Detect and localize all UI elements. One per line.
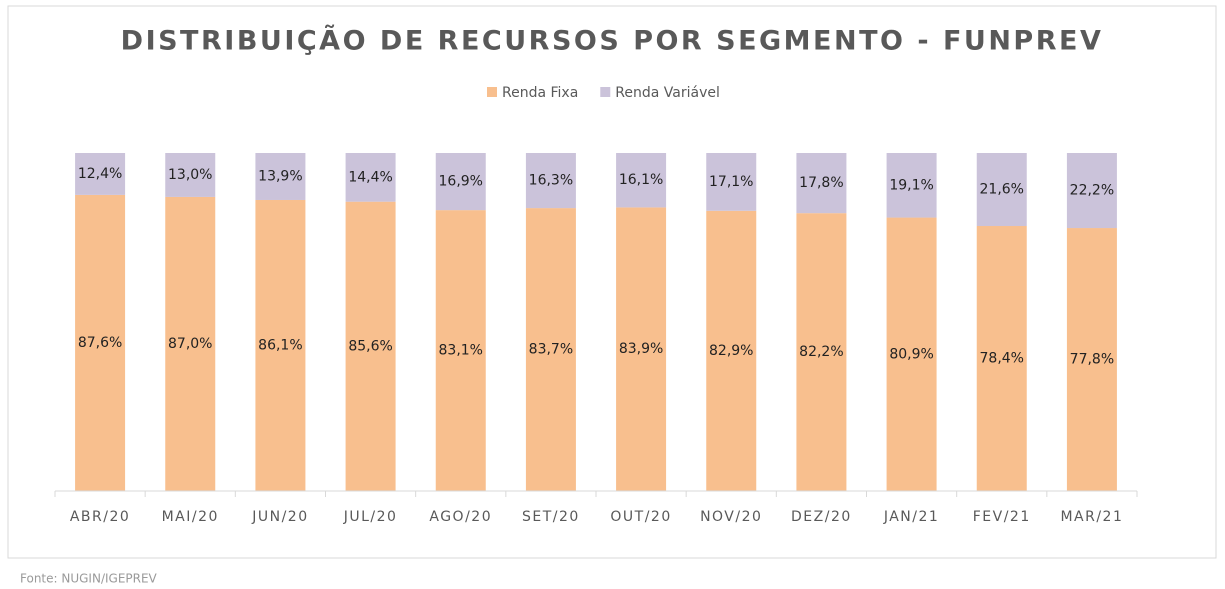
data-label: 82,2%: [799, 344, 843, 360]
data-label: 13,0%: [168, 167, 212, 183]
x-tick-label: JUN/20: [251, 509, 308, 525]
bar-segment: [75, 194, 126, 492]
x-tick-label: OUT/20: [610, 509, 671, 525]
bar-segment: [165, 196, 216, 491]
legend-label: Renda Variável: [615, 85, 720, 101]
x-tick-label: DEZ/20: [791, 509, 852, 525]
source: Fonte: NUGIN/IGEPREV: [20, 572, 158, 586]
legend-swatch: [600, 87, 611, 97]
bar-segment: [525, 153, 576, 209]
data-label: 17,8%: [799, 175, 843, 191]
bar-segment: [435, 210, 486, 491]
bar-segment: [345, 153, 396, 202]
data-label: 14,4%: [348, 169, 392, 185]
data-label: 87,0%: [168, 336, 212, 352]
bar-segment: [75, 153, 126, 195]
bar-segment: [616, 207, 667, 491]
data-label: 85,6%: [348, 338, 392, 354]
bar-segment: [255, 199, 306, 491]
data-label: 80,9%: [889, 346, 933, 362]
x-tick-label: SET/20: [522, 509, 580, 525]
legend-label: Renda Fixa: [502, 85, 578, 101]
bar-segment: [435, 153, 486, 211]
data-label: 87,6%: [78, 335, 122, 351]
bar-segment: [886, 217, 937, 492]
bar-segment: [1066, 228, 1117, 491]
data-label: 22,2%: [1070, 183, 1114, 199]
data-label: 17,1%: [709, 174, 753, 190]
bar-segment: [165, 153, 216, 197]
data-label: 83,7%: [529, 342, 573, 358]
x-tick-label: AGO/20: [429, 509, 492, 525]
data-label: 13,9%: [258, 168, 302, 184]
data-label: 83,9%: [619, 341, 663, 357]
data-label: 16,3%: [529, 173, 573, 189]
bar-segment: [796, 213, 847, 491]
x-tick-label: MAR/21: [1060, 509, 1123, 525]
bar-segment: [796, 153, 847, 214]
data-label: 78,4%: [980, 351, 1024, 367]
data-label: 16,9%: [439, 174, 483, 190]
legend-swatch: [487, 87, 497, 97]
bar-segment: [255, 153, 306, 200]
data-label: 21,6%: [980, 182, 1024, 198]
data-label: 16,1%: [619, 172, 663, 188]
x-tick-label: MAI/20: [162, 509, 219, 525]
bar-segment: [1066, 153, 1117, 229]
bar-segment: [525, 208, 576, 491]
data-label: 82,9%: [709, 343, 753, 359]
bar-segment: [706, 153, 757, 211]
chart-title: DISTRIBUIÇÃO DE RECURSOS POR SEGMENTO - …: [121, 25, 1104, 57]
bar-segment: [886, 153, 937, 218]
x-tick-label: ABR/20: [70, 509, 130, 525]
bar-segment: [345, 201, 396, 491]
x-tick-label: JAN/21: [883, 509, 939, 525]
bar-segment: [976, 153, 1027, 227]
data-label: 83,1%: [439, 343, 483, 359]
bar-segment: [616, 153, 667, 208]
data-label: 19,1%: [889, 177, 933, 193]
x-tick-label: NOV/20: [700, 509, 762, 525]
bar-segment: [706, 210, 757, 491]
x-tick-label: FEV/21: [973, 509, 1031, 525]
data-label: 86,1%: [258, 337, 302, 353]
bar-segment: [976, 226, 1027, 491]
data-label: 12,4%: [78, 166, 122, 182]
x-tick-label: JUL/20: [343, 509, 398, 525]
data-label: 77,8%: [1070, 352, 1114, 368]
